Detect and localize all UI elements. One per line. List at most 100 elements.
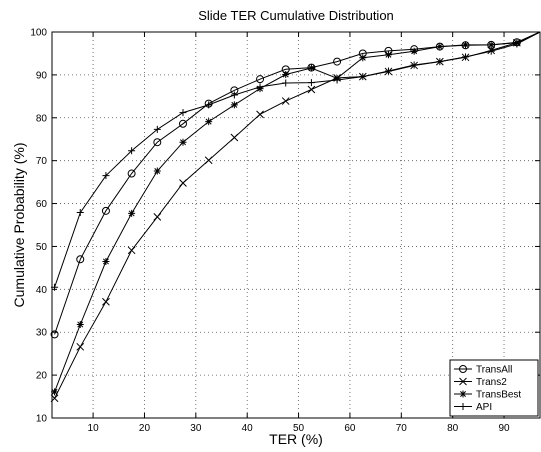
y-tick-label: 30 [36, 328, 48, 339]
legend-item-transall: TransAll [454, 365, 512, 376]
data-point-api [410, 61, 418, 69]
series-layer [50, 31, 541, 403]
x-tick-label: 20 [139, 423, 151, 434]
ticks-layer: 10 20 30 40 50 60 70 80 90 10 20 30 40 50 60 70 80 90 100 [30, 28, 540, 434]
y-tick-label: 60 [36, 199, 48, 210]
data-point-api [384, 67, 392, 75]
data-point-trans2 [153, 212, 162, 221]
data-point-transall [256, 75, 265, 84]
data-point-trans2 [281, 97, 290, 105]
x-tick-label: 80 [447, 423, 459, 434]
x-tick-label: 50 [293, 423, 305, 434]
data-point-transall [76, 255, 85, 264]
data-point-api [256, 83, 264, 91]
data-point-transbest [436, 43, 444, 51]
series-line-transbest [54, 31, 541, 392]
data-point-api [487, 47, 495, 55]
data-point-trans2 [127, 246, 136, 255]
data-point-transbest [462, 41, 470, 49]
data-point-api [153, 125, 161, 133]
series-line-trans2 [54, 31, 541, 399]
data-point-api [128, 147, 136, 155]
chart-title: Slide TER Cumulative Distribution [198, 8, 394, 23]
data-point-api [462, 53, 470, 61]
y-tick-label: 100 [30, 28, 47, 39]
data-point-transbest [384, 51, 392, 59]
series-api [51, 31, 541, 291]
legend-marker [459, 377, 467, 386]
data-point-api [307, 79, 315, 87]
data-point-api [205, 101, 213, 109]
series-line-api [54, 31, 541, 288]
series-trans2 [50, 31, 541, 403]
data-point-api [230, 91, 238, 99]
data-point-transbest [179, 138, 187, 146]
data-point-trans2 [204, 156, 213, 165]
legend-marker [459, 403, 467, 410]
data-point-transall [178, 119, 187, 128]
x-tick-label: 40 [242, 423, 254, 434]
data-point-api [76, 209, 84, 217]
x-tick-label: 70 [396, 423, 408, 434]
data-point-trans2 [307, 85, 316, 94]
x-tick-label: 90 [498, 423, 510, 434]
data-point-api [436, 58, 444, 66]
legend-marker [459, 390, 467, 398]
y-tick-label: 10 [36, 414, 48, 425]
x-tick-label: 10 [88, 423, 100, 434]
legend-item-trans2: Trans2 [454, 377, 507, 388]
data-point-transbest [51, 388, 59, 396]
data-point-transbest [76, 321, 84, 329]
data-point-api [179, 109, 187, 117]
legend-label: TransBest [476, 390, 521, 401]
legend-marker [459, 365, 467, 373]
y-tick-label: 80 [36, 113, 48, 124]
data-point-transall [101, 206, 110, 215]
y-axis-title: Cumulative Probability (%) [11, 143, 27, 308]
x-tick-label: 60 [344, 423, 356, 434]
data-point-transbest [230, 101, 238, 109]
data-point-trans2 [179, 179, 187, 187]
data-point-api [333, 76, 341, 84]
data-point-transall [127, 169, 136, 178]
data-point-trans2 [230, 133, 239, 142]
data-point-transbest [487, 41, 495, 49]
legend-label: Trans2 [476, 377, 507, 388]
data-point-trans2 [256, 110, 264, 119]
legend-item-transbest: TransBest [454, 390, 521, 401]
series-transbest [51, 31, 541, 396]
y-tick-label: 90 [36, 70, 48, 81]
data-point-transbest [205, 118, 213, 126]
y-tick-label: 40 [36, 285, 48, 296]
data-point-transbest [153, 167, 161, 175]
y-tick-label: 50 [36, 242, 48, 253]
data-point-transbest [128, 209, 136, 217]
data-point-transall [333, 57, 342, 66]
data-point-transbest [359, 54, 367, 62]
data-point-api [102, 172, 110, 180]
data-point-trans2 [76, 342, 85, 351]
plot-frame [51, 31, 541, 419]
data-point-transbest [282, 70, 290, 78]
data-point-transall [153, 138, 162, 147]
series-line-transall [54, 31, 541, 335]
data-point-transall [50, 330, 59, 339]
x-tick-label: 30 [190, 423, 202, 434]
data-point-api [282, 79, 290, 87]
data-point-transbest [410, 47, 418, 55]
legend-item-api: API [454, 402, 492, 413]
data-point-api [513, 40, 521, 48]
x-axis-title: TER (%) [269, 431, 323, 447]
y-tick-label: 20 [36, 371, 48, 382]
series-transall [50, 31, 541, 339]
legend-label: API [476, 402, 492, 413]
data-point-transbest [307, 64, 315, 72]
data-point-api [359, 73, 367, 81]
data-point-transbest [102, 257, 110, 265]
y-tick-label: 70 [36, 156, 48, 167]
legend-label: TransAll [476, 365, 512, 376]
data-point-trans2 [102, 297, 110, 306]
